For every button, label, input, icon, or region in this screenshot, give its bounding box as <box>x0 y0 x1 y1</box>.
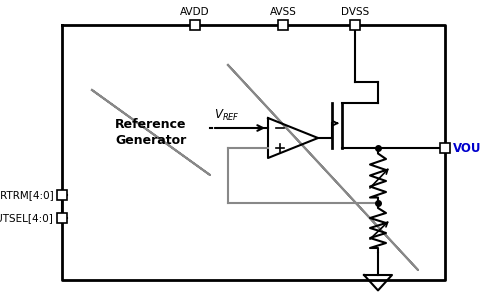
Bar <box>57 190 67 200</box>
Text: VOUT: VOUT <box>453 141 480 154</box>
Text: Generator: Generator <box>115 134 187 147</box>
Text: AVSS: AVSS <box>270 7 297 17</box>
Text: BGRTRM[4:0]: BGRTRM[4:0] <box>0 190 54 200</box>
Bar <box>350 20 360 30</box>
Text: AVDD: AVDD <box>180 7 210 17</box>
Bar <box>278 20 288 30</box>
Bar <box>190 20 200 30</box>
Bar <box>57 213 67 223</box>
Bar <box>440 143 450 153</box>
Text: DVSS: DVSS <box>341 7 369 17</box>
Text: $V_{REF}$: $V_{REF}$ <box>214 108 240 123</box>
Text: Reference: Reference <box>115 118 187 131</box>
Text: VOUTSEL[4:0]: VOUTSEL[4:0] <box>0 213 54 223</box>
